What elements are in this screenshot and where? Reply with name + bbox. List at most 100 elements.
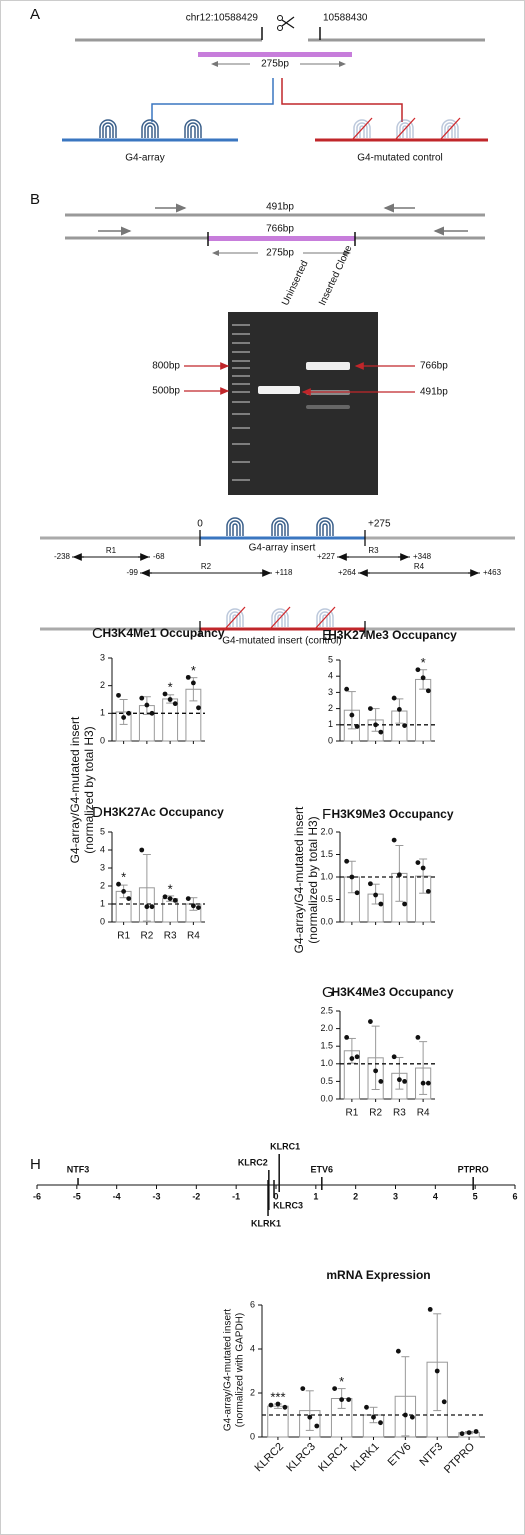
data-point [300,1386,306,1391]
chart-title: H3K4Me1 Occupancy [102,626,224,640]
data-point [162,894,168,900]
y-tick-label: 3 [100,862,105,872]
y-tick-label: 1.0 [320,871,333,881]
gene-label: ETV6 [311,1164,334,1174]
data-point [139,847,145,853]
data-point [434,1368,440,1374]
data-point [172,701,178,707]
primer-coord: +348 [413,552,432,561]
y-tick-label: 2 [250,1387,255,1397]
y-tick-label: 1 [100,708,105,718]
y-tick-label: 1.5 [320,849,333,859]
x-tick-label: R4 [187,931,200,942]
data-point [391,695,397,701]
significance: * [191,663,196,678]
significance: * [168,679,173,694]
y-tick-label: 2.0 [320,826,333,836]
g4-icon [184,119,202,138]
y-tick-label: 0 [328,735,333,745]
data-point [190,680,196,686]
primer-coord: +227 [317,552,336,561]
insert-label: G4-array insert [249,543,316,554]
g4-icon [316,608,334,627]
scissors [277,25,283,31]
marker-label: 500bp [152,386,180,397]
data-point [425,1080,431,1086]
y-tick-label: 0.5 [320,1076,333,1086]
y-tick-label: 2 [100,680,105,690]
x-tick-label: R2 [140,931,153,942]
data-point [420,865,426,871]
data-point [144,904,150,910]
data-point [196,705,201,711]
x-tick-label: R4 [417,1108,430,1119]
size-label: 491bp [266,202,294,213]
bar [267,1405,289,1438]
data-point [354,890,360,896]
data-point [121,889,127,894]
primer-coord: +264 [338,568,357,577]
y-axis-label: G4-array/G4-mutated insert [223,1309,234,1431]
gel-band [306,362,350,370]
x-tick-label: -6 [33,1191,41,1201]
data-point [368,706,373,711]
data-point [459,1431,465,1437]
g4-icon [441,119,459,138]
x-tick-label: 2 [353,1191,358,1201]
data-point [415,860,421,865]
mutation-slash [224,606,246,630]
g4-icon [316,517,334,536]
y-tick-label: 2.5 [320,1005,333,1015]
data-point [396,707,402,712]
x-tick-label: 5 [473,1191,478,1201]
data-point [378,1079,384,1084]
g4-icon [271,608,289,627]
gene-label: PTPRO [458,1164,489,1174]
data-point [373,1068,379,1074]
y-tick-label: 4 [100,844,105,854]
chart-title: mRNA Expression [326,1268,430,1282]
data-point [427,1307,433,1312]
data-point [116,692,121,698]
band-label: 766bp [420,361,448,372]
data-point [314,1423,320,1429]
coordinate: 10588430 [323,13,368,24]
mutation-slash [351,117,373,141]
primer-coord: -99 [126,568,138,577]
data-point [378,729,384,735]
data-point [144,702,150,708]
x-tick-label: -4 [113,1191,121,1201]
data-point [378,1420,383,1426]
primer-name: R2 [201,562,212,571]
primer-name: R4 [414,562,425,571]
scissors [281,19,295,29]
size-label: 275bp [261,59,289,70]
data-point [344,686,350,692]
y-axis-label: (normalized with GAPDH) [235,1313,246,1427]
y-tick-label: 3 [100,652,105,662]
data-point [162,691,168,697]
significance: * [168,881,173,896]
coordinate: 0 [197,519,203,530]
coordinate: +275 [368,519,391,530]
primer-coord: +118 [275,568,293,577]
chart-title: H3K9Me3 Occupancy [331,807,453,821]
data-point [473,1429,479,1434]
data-point [268,1402,274,1408]
g4-icon [271,517,289,536]
y-tick-label: 4 [328,671,333,681]
panel-label: E [322,627,332,644]
data-point [368,881,373,887]
data-point [346,1397,352,1402]
x-tick-label: 1 [313,1191,318,1201]
y-tick-label: 2.0 [320,1023,333,1033]
data-point [402,901,407,907]
size-label: 275bp [266,248,294,259]
significance: * [339,1374,344,1389]
data-point [349,874,355,880]
x-tick-label: -2 [192,1191,200,1201]
g4-icon [141,119,159,138]
panel-label: A [30,6,40,23]
data-point [149,710,155,716]
